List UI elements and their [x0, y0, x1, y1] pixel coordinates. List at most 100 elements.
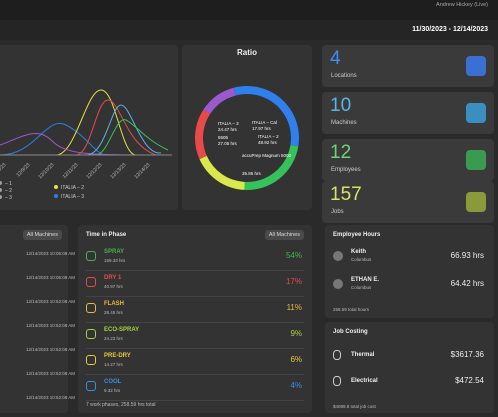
phase-panel: Time in Phase All Machines SPRAY 159.33 h… [78, 225, 312, 413]
stat-card: 157 Jobs [322, 181, 494, 223]
phase-name: COOL [104, 379, 122, 385]
phase-hours: 40.97 hrs [104, 284, 123, 289]
legend-label: – 2 [5, 188, 12, 194]
x-tick-label: 12/12/23 [85, 162, 103, 180]
phase-name: DRY 1 [104, 275, 122, 281]
segment-name: accuPrep Magnum 5000 [242, 153, 292, 158]
legend-label: – 1 [5, 181, 12, 187]
row-divider [86, 348, 304, 349]
x-tick-label: 12/14/23 [133, 162, 151, 180]
cost-name: Electrical [351, 378, 378, 384]
filter-button[interactable]: All Machines [264, 230, 304, 240]
phase-percent: 11% [286, 303, 302, 312]
stat-value: 157 [330, 184, 362, 205]
legend-swatch [54, 194, 58, 198]
stat-icon [466, 150, 486, 170]
employee-location: Columbus [351, 285, 372, 290]
ratio-title: Ratio [237, 48, 257, 57]
employee-footer: 258.59 total hours [333, 307, 370, 312]
legend-swatch [54, 185, 58, 189]
legend-label: ITALIA – 3 [61, 194, 84, 200]
phase-percent: 17% [285, 277, 302, 286]
stat-label: Jobs [331, 209, 344, 215]
employee-name: Keith [351, 249, 366, 255]
phase-hours: 9.32 hrs [104, 388, 121, 393]
legend-label: – 3 [5, 195, 12, 201]
event-time: 12/14/2023 10:52:08 AM [26, 371, 76, 376]
employee-hours: 66.93 hrs [450, 251, 484, 260]
segment-label: 35.85 hrs [242, 171, 262, 176]
event-time: 12/14/2023 10:52:08 AM [26, 395, 76, 400]
employee-panel: Employee Hours Keith Columbus 66.93 hrs ETH… [325, 225, 494, 318]
avatar [333, 251, 343, 261]
curve [0, 122, 107, 156]
cost-footer: $4089.9 total job cost [333, 404, 376, 409]
phase-percent: 54% [285, 251, 302, 260]
stat-card: 10 Machines [322, 92, 494, 134]
events-panel: All Machines 12/14/2023 10:06:09 AM 12/14… [0, 225, 75, 413]
stat-icon [466, 56, 486, 76]
cost-value: $472.54 [455, 376, 484, 385]
x-tick-label: 12/11/23 [62, 162, 80, 180]
segment-label: 17.97 hrs [252, 126, 272, 131]
cost-value: $3617.36 [450, 350, 484, 359]
segment-name: 5505 [218, 135, 229, 140]
employee-hours: 64.42 hrs [450, 279, 484, 288]
phase-icon [86, 329, 96, 339]
stat-card: 12 Employees [322, 139, 494, 181]
top-bar: Andrew Hickey (Live) [0, 0, 498, 20]
donut-segment [195, 109, 211, 160]
donut-segment [244, 145, 299, 190]
row-divider [86, 400, 304, 401]
donut-chart: Ratio ITALIA – 248.92 hrs accuPrep Magnum… [195, 48, 299, 190]
x-tick-label: 12/10/23 [37, 162, 55, 180]
employee-title: Employee Hours [333, 232, 381, 238]
phase-name: SPRAY [104, 249, 125, 255]
segment-name: ITALIA – 2 [258, 134, 279, 139]
event-time: 12/14/2023 10:52:08 AM [26, 299, 76, 304]
phase-title: Time in Phase [86, 232, 127, 238]
employee-location: Columbus [351, 257, 372, 262]
segment-label: 48.92 hrs [258, 140, 278, 145]
curve [75, 99, 157, 156]
donut-segment [233, 86, 299, 147]
cost-icon [333, 376, 341, 386]
cost-panel: Job Costing Thermal $3617.36 Electrical $47… [325, 322, 494, 413]
stat-card: 4 Locations [322, 45, 494, 87]
event-time: 12/14/2023 10:52:08 AM [26, 323, 76, 328]
cost-icon [333, 350, 341, 360]
date-bar: 11/30/2023 - 12/14/2023 [0, 20, 498, 40]
event-time: 12/14/2023 10:06:09 AM [26, 275, 76, 280]
avatar [333, 279, 343, 289]
phase-percent: 4% [290, 381, 302, 390]
ratio-panel: Ratio ITALIA – 2 48.92 hrs accuPrep Magnum… [182, 45, 312, 210]
phase-hours: 14.27 hrs [104, 362, 123, 367]
trend-panel: 12/8/23 12/9/23 12/10/23 12/11/23 12/12/23 12… [0, 45, 178, 210]
row-divider [86, 322, 304, 323]
employee-name: ETHAN E. [351, 277, 380, 283]
cost-name: Thermal [351, 352, 375, 358]
phase-percent: 9% [290, 329, 302, 338]
segment-name: ITALIA – Cal [252, 120, 277, 125]
phase-icon [86, 381, 96, 391]
stat-icon [466, 103, 486, 123]
curve [95, 119, 169, 156]
phase-hours: 24.23 hrs [104, 336, 123, 341]
phase-icon [86, 277, 96, 287]
curve [85, 104, 162, 156]
trend-chart: 12/8/23 12/9/23 12/10/23 12/11/23 12/12/23 12… [0, 89, 172, 201]
user[interactable]: Andrew Hickey (Live) [436, 2, 488, 8]
event-time: 12/14/2023 10:52:08 AM [26, 347, 76, 352]
segment-label: 27.05 hrs [218, 141, 238, 146]
stat-icon [466, 192, 486, 212]
filter-button[interactable]: All Machines [22, 230, 62, 240]
x-tick-label: 12/13/23 [109, 162, 127, 180]
x-tick-label: 12/8/23 [0, 162, 8, 178]
legend-label: ITALIA – 2 [61, 185, 84, 191]
date-range[interactable]: 11/30/2023 - 12/14/2023 [412, 26, 488, 33]
stat-value: 12 [330, 142, 352, 163]
curve [55, 89, 137, 156]
legend-swatch [0, 188, 2, 192]
phase-icon [86, 251, 96, 261]
